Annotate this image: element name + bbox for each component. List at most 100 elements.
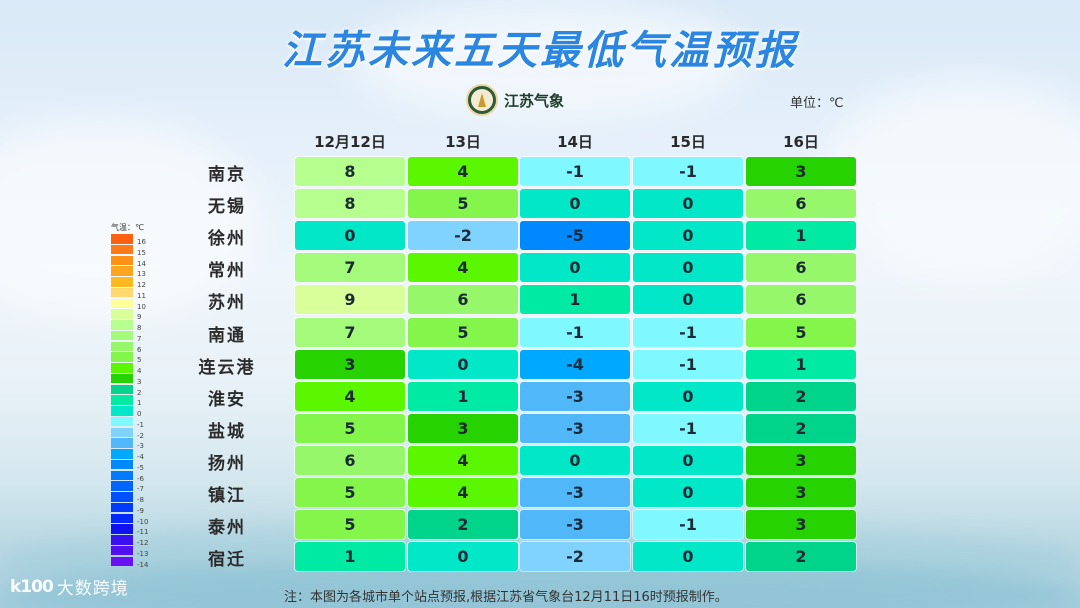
temperature-cell: 0	[520, 253, 630, 283]
temperature-cell: 3	[746, 157, 856, 186]
temperature-cell: -1	[633, 413, 743, 443]
temperature-cell: -5	[520, 221, 630, 251]
city-label: 盐城	[208, 421, 246, 442]
temperature-cell: 0	[408, 349, 518, 379]
temperature-cell: 4	[408, 478, 518, 507]
city-label: 徐州	[208, 229, 246, 250]
legend-label: -6	[137, 474, 144, 483]
legend-label: -10	[137, 517, 149, 526]
legend-label: 13	[137, 270, 146, 279]
temperature-cell: 5	[408, 317, 518, 347]
legend-label: -1	[137, 420, 144, 429]
city-label: 淮安	[208, 389, 246, 410]
temperature-cell: 0	[295, 221, 405, 251]
temperature-cell: 8	[295, 157, 405, 186]
legend-label: -11	[137, 528, 149, 537]
city-label: 常州	[208, 261, 246, 282]
legend-label: 12	[137, 281, 146, 289]
legend-swatch	[111, 373, 133, 384]
column-header: 14日	[557, 133, 593, 151]
background-cloud	[820, 80, 1080, 280]
temperature-cell: 5	[746, 317, 856, 347]
legend-label: 7	[137, 334, 142, 343]
temperature-cell: 1	[408, 381, 518, 411]
footnote: 注：本图为各城市单个站点预报,根据江苏省气象台12月11日16时预报制作。	[284, 590, 728, 605]
legend-label: 10	[137, 302, 146, 311]
city-label: 泰州	[208, 518, 246, 539]
legend-swatch	[111, 502, 133, 513]
unit-label: 单位：℃	[790, 96, 844, 111]
temperature-cell: 6	[746, 189, 856, 219]
legend-label: -4	[137, 453, 144, 461]
legend-label: 9	[137, 313, 142, 322]
temperature-cell: 0	[408, 542, 518, 572]
temperature-cell: -3	[520, 478, 630, 507]
temperature-cell: 1	[520, 285, 630, 315]
column-header: 15日	[670, 133, 706, 151]
legend-swatch	[111, 363, 133, 373]
legend-swatch	[111, 470, 133, 480]
legend-swatch	[111, 341, 133, 351]
temperature-cell: 1	[746, 349, 856, 379]
brand-name: 江苏气象	[504, 91, 565, 110]
legend-swatch	[111, 298, 133, 308]
page-title: 江苏未来五天最低气温预报	[282, 28, 798, 74]
legend-label: 0	[137, 410, 142, 418]
legend-swatch	[111, 427, 133, 437]
temperature-cell: 1	[746, 221, 856, 251]
legend-label: 11	[137, 291, 146, 300]
legend-swatch	[111, 481, 133, 491]
temperature-cell: 1	[295, 542, 405, 572]
legend-swatch	[111, 244, 133, 255]
legend-swatch	[111, 266, 133, 276]
legend-swatch	[111, 309, 133, 319]
temperature-cell: 2	[746, 413, 856, 443]
legend-swatch	[111, 406, 133, 416]
temperature-cell: -1	[633, 317, 743, 347]
temperature-cell: 0	[633, 253, 743, 283]
legend-label: 8	[137, 324, 142, 332]
temperature-cell: -3	[520, 413, 630, 443]
legend-swatch	[111, 320, 133, 330]
temperature-cell: 2	[746, 542, 856, 572]
legend-label: 15	[137, 248, 146, 257]
temperature-cell: 0	[633, 445, 743, 475]
temperature-cell: 6	[746, 285, 856, 315]
temperature-cell: 0	[633, 542, 743, 572]
watermark-logo-icon: k100	[10, 576, 54, 597]
temperature-cell: 6	[746, 253, 856, 283]
city-label: 无锡	[208, 197, 246, 218]
temperature-cell: 3	[746, 510, 856, 540]
temperature-cell: 3	[408, 413, 518, 443]
temperature-cell: -2	[408, 221, 518, 251]
jiangsu-meteorology-emblem-icon	[466, 84, 498, 116]
temperature-cell: 4	[295, 381, 405, 411]
temperature-cell: 0	[633, 189, 743, 219]
legend-label: -13	[137, 549, 149, 558]
temperature-cell: 6	[408, 285, 518, 315]
background-cloud	[0, 120, 260, 320]
legend-swatch	[111, 234, 133, 244]
city-label: 连云港	[198, 357, 256, 378]
temperature-cell: -3	[520, 510, 630, 540]
legend-swatch	[111, 416, 133, 427]
temperature-cell: -2	[520, 542, 630, 572]
temperature-cell: 0	[633, 285, 743, 315]
legend-label: -7	[137, 485, 144, 494]
temperature-cell: -1	[520, 317, 630, 347]
temperature-cell: 3	[746, 445, 856, 475]
city-label: 南京	[208, 165, 246, 185]
legend-swatch	[111, 545, 133, 556]
temperature-cell: 5	[408, 189, 518, 219]
watermark-text: 大数跨境	[56, 579, 129, 599]
temperature-cell: 9	[295, 285, 405, 315]
legend-swatch	[111, 513, 133, 523]
temperature-cell: 7	[295, 253, 405, 283]
temperature-cell: 0	[633, 221, 743, 251]
temperature-cell: -1	[520, 157, 630, 186]
legend-label: -5	[137, 463, 144, 472]
legend-swatch	[111, 449, 133, 459]
temperature-cell: 4	[408, 445, 518, 475]
city-label: 镇江	[208, 486, 246, 506]
legend-swatch	[111, 492, 133, 502]
